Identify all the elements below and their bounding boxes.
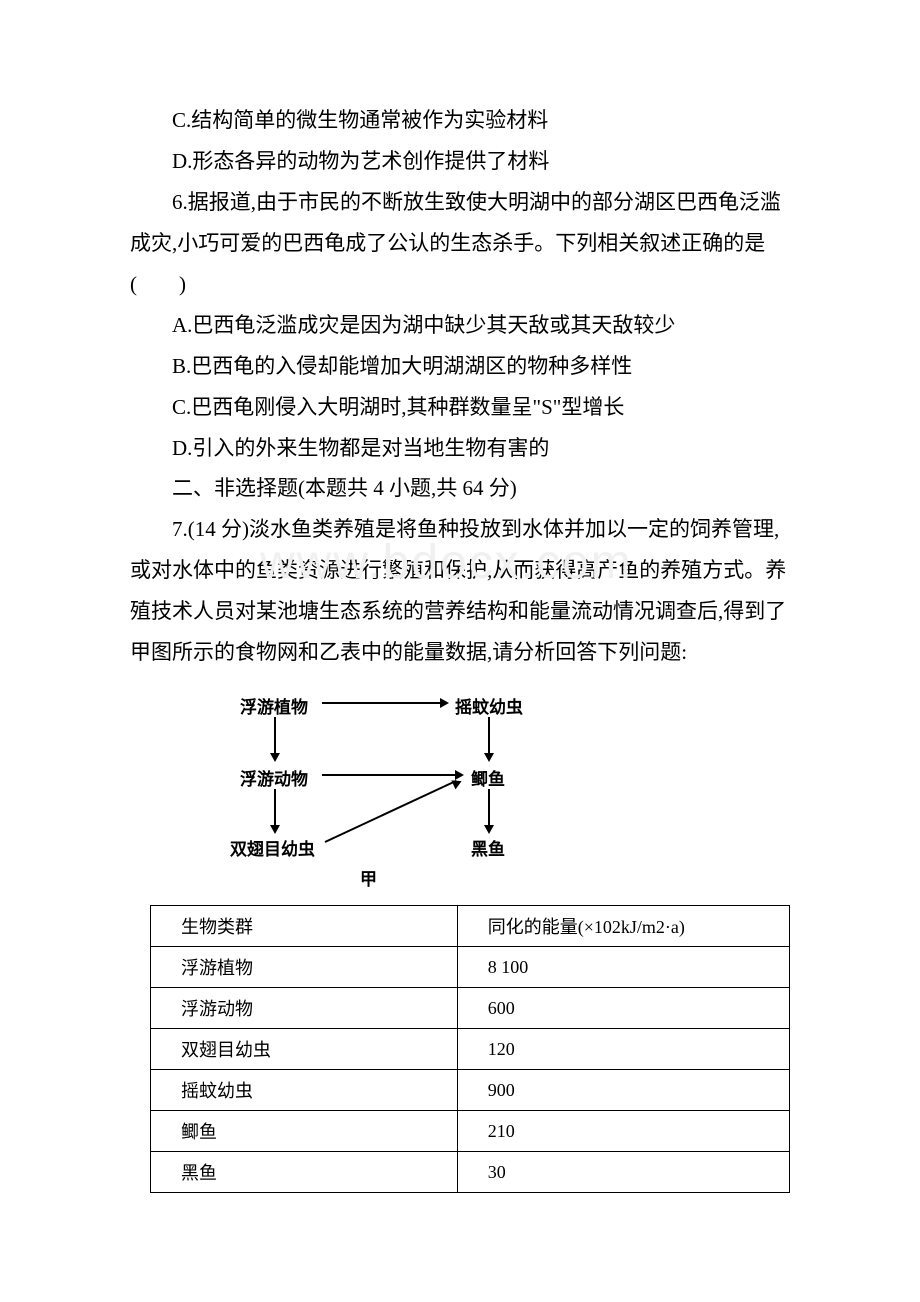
food-web-diagram: 浮游植物 摇蚊幼虫 浮游动物 鲫鱼 双翅目幼虫 黑鱼 甲 [240,693,580,893]
cell-name: 双翅目幼虫 [151,1029,458,1070]
arrow-head [484,825,494,834]
cell-name: 鲫鱼 [151,1111,458,1152]
question-7: 7.(14 分)淡水鱼类养殖是将鱼种投放到水体并加以一定的饲养管理,或对水体中的… [130,509,790,673]
q6-option-c: C.巴西龟刚侵入大明湖时,其种群数量呈"S"型增长 [130,387,790,428]
arrow [322,774,455,776]
arrow-head [270,825,280,834]
table-row: 双翅目幼虫 120 [151,1029,790,1070]
node-phytoplankton: 浮游植物 [240,693,308,718]
cell-value: 8 100 [457,947,789,988]
cell-name: 摇蚊幼虫 [151,1070,458,1111]
cell-name: 黑鱼 [151,1152,458,1193]
cell-name: 浮游植物 [151,947,458,988]
arrow-head [484,753,494,762]
arrow-head [440,698,449,708]
arrow [322,702,440,704]
arrow [488,717,490,753]
option-d: D.形态各异的动物为艺术创作提供了材料 [130,141,790,182]
table-row: 鲫鱼 210 [151,1111,790,1152]
arrow [488,789,490,825]
arrow [274,789,276,825]
cell-value: 120 [457,1029,789,1070]
diagram-caption: 甲 [360,865,377,890]
arrow-head [270,753,280,762]
cell-value: 600 [457,988,789,1029]
node-zooplankton: 浮游动物 [240,765,308,790]
section-2-heading: 二、非选择题(本题共 4 小题,共 64 分) [130,468,790,509]
header-col1: 生物类群 [151,906,458,947]
header-col2: 同化的能量(×102kJ/m2·a) [457,906,789,947]
energy-table: 生物类群 同化的能量(×102kJ/m2·a) 浮游植物 8 100 浮游动物 … [150,905,790,1193]
cell-value: 30 [457,1152,789,1193]
arrow [325,780,457,843]
cell-value: 900 [457,1070,789,1111]
cell-name: 浮游动物 [151,988,458,1029]
table-header-row: 生物类群 同化的能量(×102kJ/m2·a) [151,906,790,947]
node-diptera: 双翅目幼虫 [230,835,315,860]
q6-option-a: A.巴西龟泛滥成灾是因为湖中缺少其天敌或其天敌较少 [130,305,790,346]
question-6: 6.据报道,由于市民的不断放生致使大明湖中的部分湖区巴西龟泛滥成灾,小巧可爱的巴… [130,182,790,305]
table-row: 黑鱼 30 [151,1152,790,1193]
node-chironomid: 摇蚊幼虫 [455,693,523,718]
table-row: 摇蚊幼虫 900 [151,1070,790,1111]
node-blackfish: 黑鱼 [471,835,505,860]
arrow [274,717,276,753]
cell-value: 210 [457,1111,789,1152]
option-c: C.结构简单的微生物通常被作为实验材料 [130,100,790,141]
node-crucian: 鲫鱼 [471,765,505,790]
table-row: 浮游植物 8 100 [151,947,790,988]
table-row: 浮游动物 600 [151,988,790,1029]
q6-option-b: B.巴西龟的入侵却能增加大明湖湖区的物种多样性 [130,346,790,387]
q6-option-d: D.引入的外来生物都是对当地生物有害的 [130,428,790,469]
